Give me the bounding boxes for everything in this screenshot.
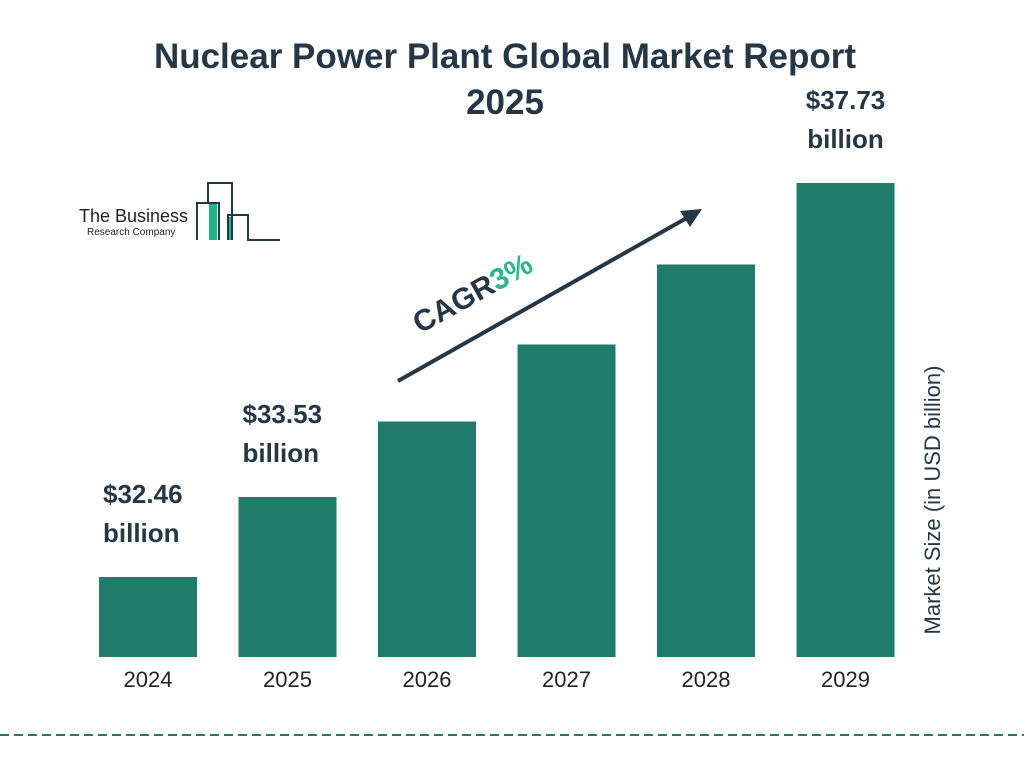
x-tick-label: 2025 — [263, 667, 312, 692]
logo-bar-green-2 — [229, 217, 232, 240]
bar-2028 — [657, 264, 755, 657]
cagr-arrow-head — [680, 209, 702, 227]
x-tick-label: 2027 — [542, 667, 591, 692]
bar-2024 — [99, 577, 197, 657]
x-tick-label: 2029 — [821, 667, 870, 692]
logo: The Business Research Company — [79, 182, 280, 241]
title-line-1: Nuclear Power Plant Global Market Report — [153, 37, 857, 76]
bar-2029 — [796, 183, 895, 657]
bar-2025 — [238, 497, 337, 657]
data-label-unit: billion — [243, 438, 320, 468]
logo-outline — [196, 182, 280, 241]
bar-2026 — [378, 421, 476, 657]
x-tick-label: 2028 — [682, 667, 731, 692]
logo-text-1: The Business — [79, 206, 188, 226]
bar-2027 — [517, 344, 616, 657]
data-label-unit: billion — [103, 518, 180, 548]
data-label-value: $37.73 — [806, 85, 886, 115]
title-line-2: 2025 — [466, 83, 544, 122]
chart-title: Nuclear Power Plant Global Market Report… — [0, 34, 1010, 126]
x-tick-label: 2024 — [124, 667, 173, 692]
data-label-unit: billion — [807, 124, 884, 154]
logo-text-2: Research Company — [87, 227, 175, 238]
x-tick-label: 2026 — [403, 667, 452, 692]
cagr-arrow-line — [397, 213, 693, 383]
logo-bar-green-1 — [209, 204, 217, 240]
data-label-value: $33.53 — [243, 399, 323, 429]
data-label-value: $32.46 — [103, 479, 183, 509]
y-axis-label: Market Size (in USD billion) — [920, 366, 945, 635]
